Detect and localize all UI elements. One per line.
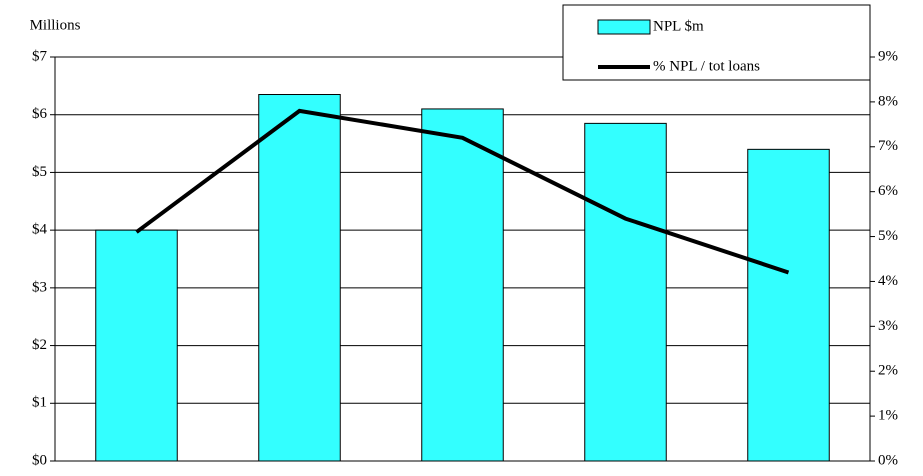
bar (421, 108, 504, 462)
bar (584, 122, 667, 462)
y-tick-label: $4 (32, 222, 48, 238)
bar (95, 229, 178, 462)
y2-tick-label: 4% (878, 273, 898, 289)
legend-swatch (597, 19, 651, 35)
y2-tick-label: 0% (878, 452, 898, 468)
y-tick-label: $5 (32, 164, 47, 180)
bar (258, 94, 341, 462)
y-tick-label: $6 (32, 106, 48, 122)
y-tick-label: $3 (32, 279, 47, 295)
y-tick-label: $0 (32, 452, 47, 468)
y2-tick-label: 1% (878, 408, 898, 424)
y2-tick-label: 8% (878, 93, 898, 109)
y2-tick-label: 2% (878, 363, 898, 379)
bar (747, 148, 830, 462)
y-axis-unit: Millions (30, 17, 81, 33)
y2-tick-label: 9% (878, 48, 898, 64)
legend-label: NPL $m (653, 18, 704, 34)
y-tick-label: $1 (32, 395, 47, 411)
y-tick-label: $7 (32, 48, 48, 64)
y2-tick-label: 5% (878, 228, 898, 244)
y-tick-label: $2 (32, 337, 47, 353)
y2-tick-label: 3% (878, 318, 898, 334)
line (135, 108, 790, 275)
y2-tick-label: 6% (878, 183, 898, 199)
y2-tick-label: 7% (878, 138, 898, 154)
legend-label: % NPL / tot loans (653, 58, 760, 74)
